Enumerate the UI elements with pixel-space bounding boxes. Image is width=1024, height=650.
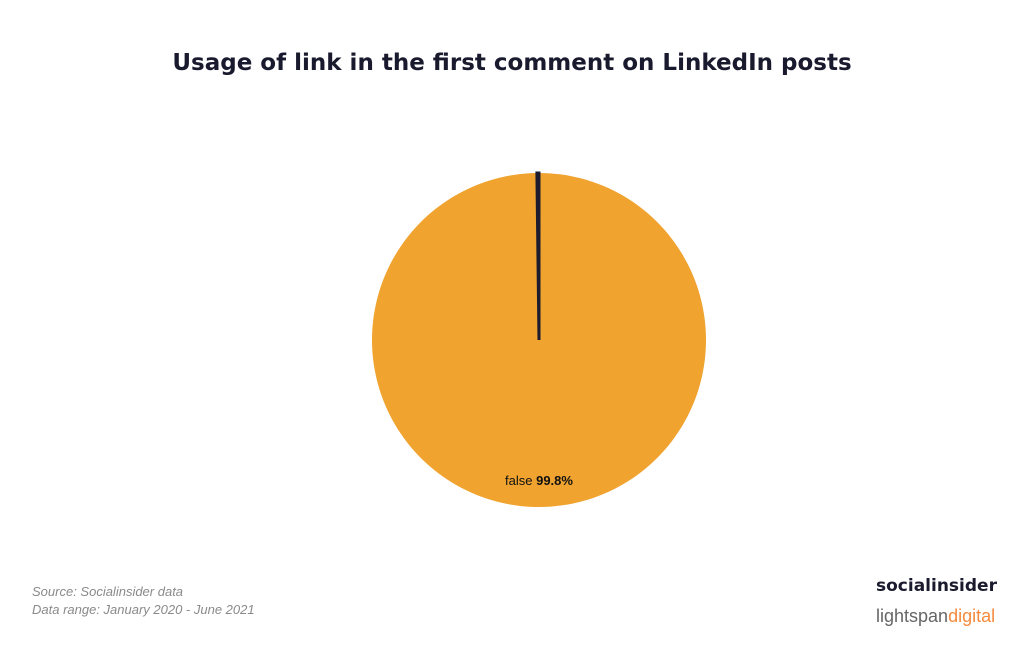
chart-title: Usage of link in the first comment on Li… xyxy=(172,50,852,76)
socialinsider-logo: socialinsider xyxy=(876,576,997,596)
data-range-note: Data range: January 2020 - June 2021 xyxy=(32,602,255,617)
source-note: Source: Socialinsider data xyxy=(32,584,184,599)
slice-label-false: false 99.8% xyxy=(505,473,573,488)
pie-slice-true xyxy=(535,171,541,341)
lightspan-digital-logo: lightspandigital xyxy=(876,606,996,626)
